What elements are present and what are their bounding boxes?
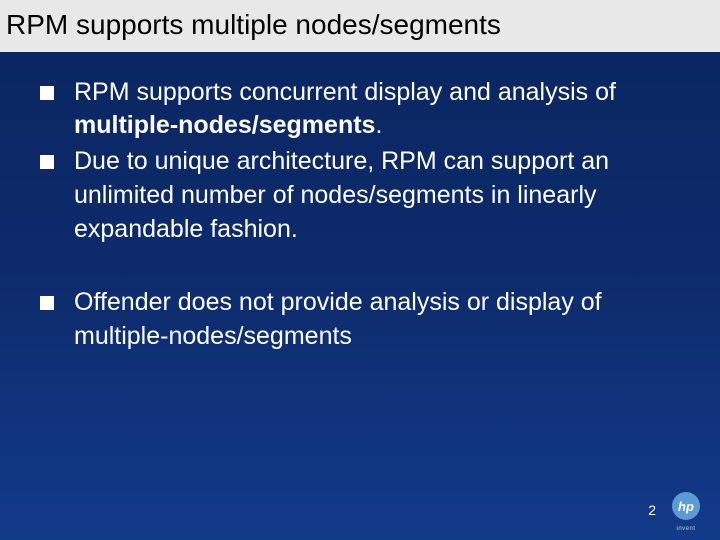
bullet-pre: Due to unique architecture, RPM can supp…	[74, 147, 609, 243]
bullet-text: RPM supports concurrent display and anal…	[74, 76, 680, 144]
slide-title: RPM supports multiple nodes/segments	[0, 0, 720, 52]
bullet-item: Offender does not provide analysis or di…	[40, 286, 680, 354]
logo-subtext: invent	[666, 526, 706, 532]
slide: RPM supports multiple nodes/segments RPM…	[0, 0, 720, 540]
slide-footer: 2 hp invent	[648, 490, 706, 530]
bullet-group-2: Offender does not provide analysis or di…	[40, 286, 680, 354]
hp-logo-icon: hp invent	[666, 490, 706, 530]
bullet-item: RPM supports concurrent display and anal…	[40, 76, 680, 144]
bullet-pre: RPM supports concurrent display and anal…	[74, 78, 616, 106]
bullet-pre: Offender does not provide analysis or di…	[74, 288, 602, 350]
bullet-marker-icon	[40, 296, 54, 310]
bullet-item: Due to unique architecture, RPM can supp…	[40, 145, 680, 246]
bullet-bold: multiple-nodes/segments	[74, 111, 375, 139]
bullet-marker-icon	[40, 86, 54, 100]
bullet-group-1: RPM supports concurrent display and anal…	[40, 76, 680, 247]
bullet-marker-icon	[40, 155, 54, 169]
bullet-text: Offender does not provide analysis or di…	[74, 286, 680, 354]
slide-content: RPM supports concurrent display and anal…	[0, 52, 720, 354]
bullet-text: Due to unique architecture, RPM can supp…	[74, 145, 680, 246]
bullet-post: .	[375, 111, 382, 139]
svg-text:hp: hp	[678, 499, 694, 514]
page-number: 2	[648, 502, 656, 518]
